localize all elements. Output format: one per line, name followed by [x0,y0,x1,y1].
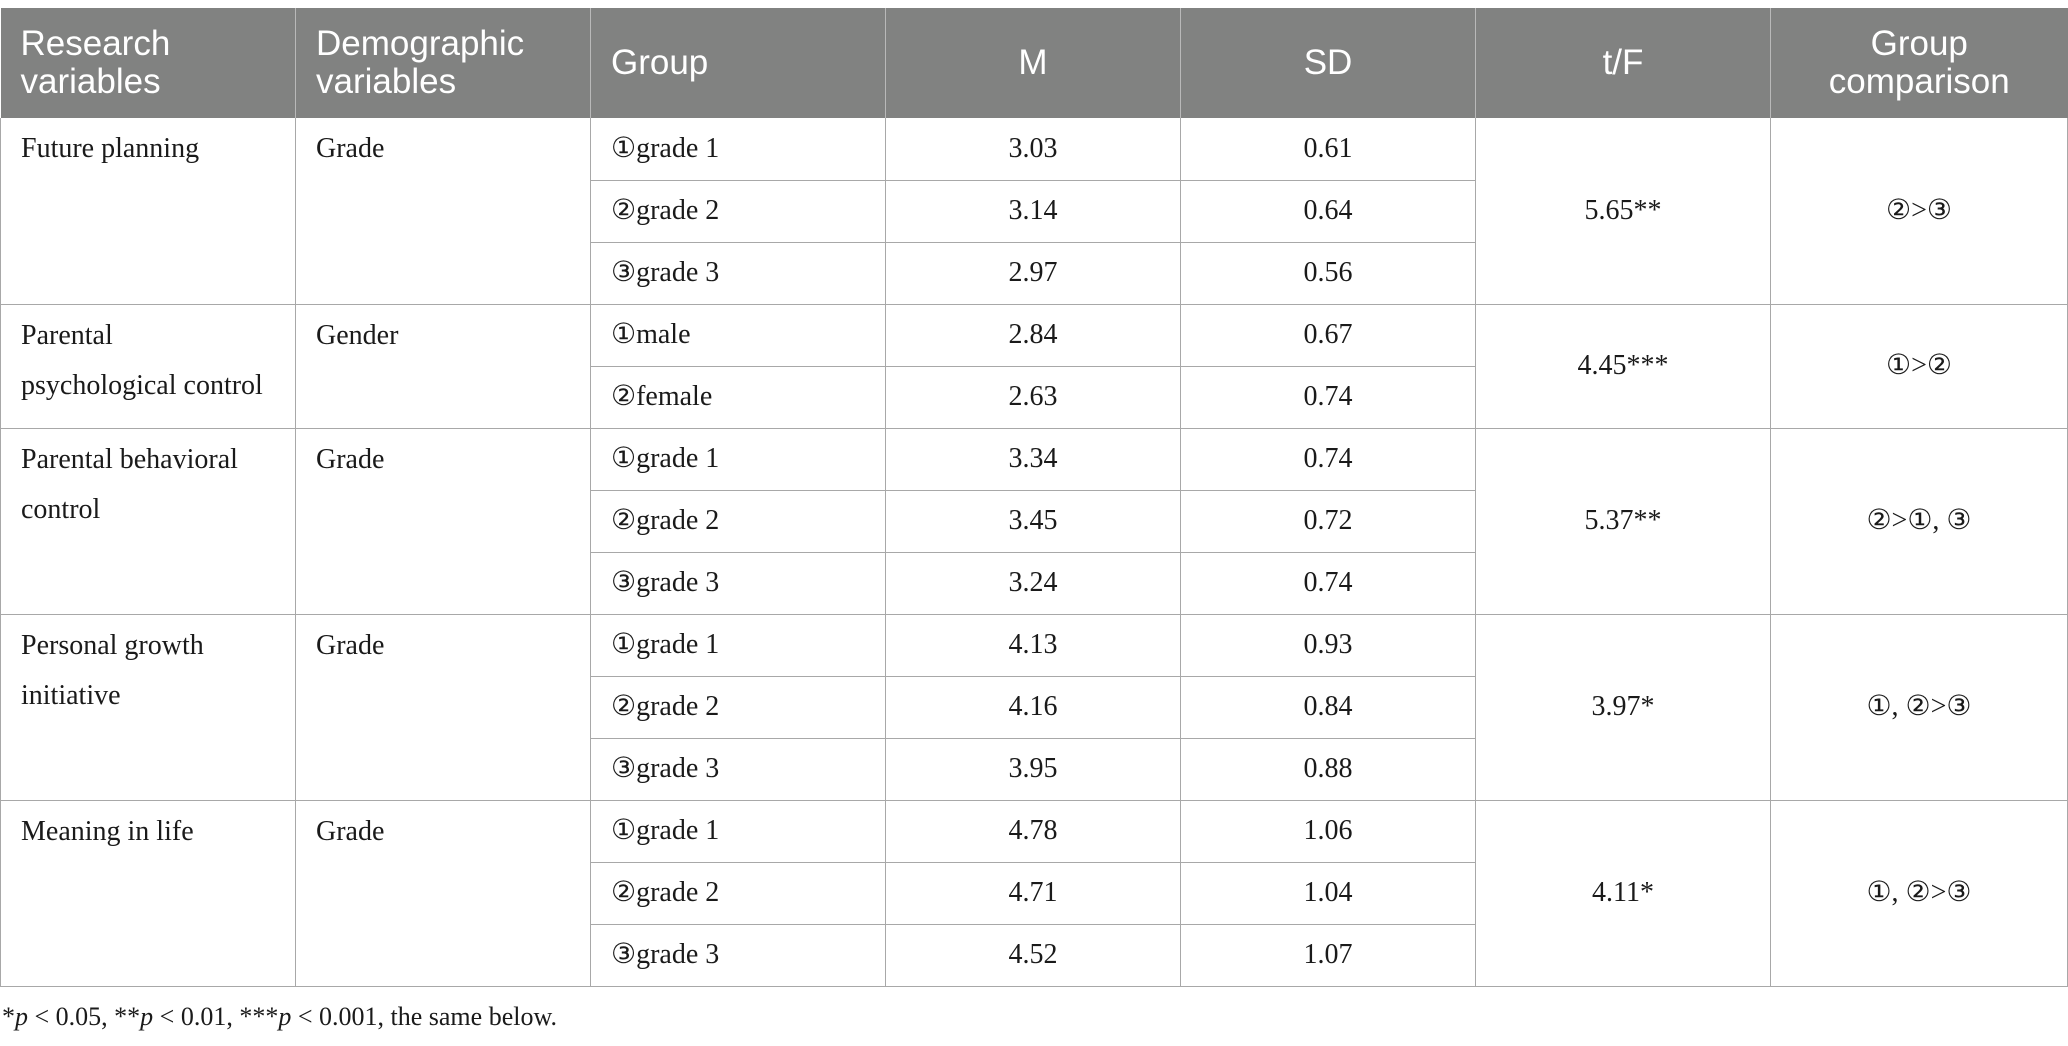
sd-cell: 0.72 [1180,489,1476,553]
results-table: Research variables Demographic variables… [0,8,2068,987]
demographic-variable-cell: Grade [295,427,591,615]
footnote-part: p [15,1002,28,1031]
table-row: Parental psychological control Gender ①mal… [0,303,2068,429]
header-research-variables: Research variables [0,8,296,118]
mean-cell: 3.03 [885,118,1181,181]
sd-cell: 1.06 [1180,799,1476,863]
sd-cell: 0.88 [1180,737,1476,801]
t-f-cell: 4.11* [1475,799,1771,987]
group-cell: ③grade 3 [590,551,886,615]
group-comparison-cell: ②>③ [1770,118,2068,305]
footnote-part: p [278,1002,292,1031]
mean-cell: 4.52 [885,923,1181,987]
table-row: Parental behavioral control Grade ①grade 1… [0,427,2068,615]
mean-cell: 4.78 [885,799,1181,863]
sd-cell: 0.74 [1180,551,1476,615]
table-header: Research variables Demographic variables… [0,8,2068,118]
t-f-cell: 5.37** [1475,427,1771,615]
header-row: Research variables Demographic variables… [0,8,2068,118]
mean-cell: 3.95 [885,737,1181,801]
demographic-variable-cell: Grade [295,118,591,305]
mean-cell: 3.14 [885,179,1181,243]
t-f-cell: 4.45*** [1475,303,1771,429]
sd-cell: 0.56 [1180,241,1476,305]
group-comparison-cell: ①, ②>③ [1770,613,2068,801]
group-cell: ①grade 1 [590,427,886,491]
sd-cell: 1.07 [1180,923,1476,987]
group-cell: ②grade 2 [590,861,886,925]
demographic-variable-cell: Grade [295,799,591,987]
mean-cell: 2.97 [885,241,1181,305]
group-cell: ②grade 2 [590,179,886,243]
research-variable-cell: Future planning [0,118,296,305]
sd-cell: 0.93 [1180,613,1476,677]
sd-cell: 1.04 [1180,861,1476,925]
table-row: Future planning Grade ①grade 1 3.03 0.61 5.65… [0,118,2068,305]
demographic-variable-cell: Gender [295,303,591,429]
group-comparison-cell: ①, ②>③ [1770,799,2068,987]
sd-cell: 0.61 [1180,118,1476,181]
t-f-cell: 5.65** [1475,118,1771,305]
mean-cell: 4.13 [885,613,1181,677]
research-variable-cell: Parental psychological control [0,303,296,429]
table-row: ②grade 2 3.45 0.72 [1,489,2068,553]
mean-cell: 3.24 [885,551,1181,615]
group-cell: ③grade 3 [590,737,886,801]
group-cell: ②grade 2 [590,489,886,553]
header-demographic-variables: Demographic variables [295,8,591,118]
footnote-part: * [2,1002,15,1031]
table-row: Meaning in life Grade ①grade 1 4.78 1.06 4.11… [0,799,2068,987]
footnote-part: < 0.01, *** [153,1002,279,1031]
group-comparison-cell: ②>①, ③ [1770,427,2068,615]
table-row: ③grade 3 4.52 1.07 [1,923,2068,987]
mean-cell: 4.16 [885,675,1181,739]
mean-cell: 2.84 [885,303,1181,367]
table-body: Future planning Grade ①grade 1 3.03 0.61 5.65… [0,118,2068,987]
group-cell: ③grade 3 [590,241,886,305]
footnote-part: p [140,1002,154,1031]
sd-cell: 0.74 [1180,427,1476,491]
research-variable-cell: Meaning in life [0,799,296,987]
header-mean: M [885,8,1181,118]
t-f-cell: 3.97* [1475,613,1771,801]
group-cell: ①grade 1 [590,118,886,181]
group-cell: ①male [590,303,886,367]
research-variable-cell: Parental behavioral control [0,427,296,615]
group-cell: ①grade 1 [590,613,886,677]
group-cell: ③grade 3 [590,923,886,987]
table-row: ③grade 3 3.24 0.74 [1,551,2068,615]
footnote-part: < 0.05, ** [28,1002,141,1031]
mean-cell: 2.63 [885,365,1181,429]
footnote-part: < 0.001, the same below. [291,1002,558,1031]
sd-cell: 0.67 [1180,303,1476,367]
research-variable-cell: Personal growth initiative [0,613,296,801]
table-footnote: *p < 0.05, **p < 0.01, ***p < 0.001, the… [2,1002,557,1032]
mean-cell: 3.34 [885,427,1181,491]
table-row: ②grade 2 4.71 1.04 [1,861,2068,925]
table-row: ②grade 2 3.14 0.64 [1,179,2068,243]
group-cell: ②female [590,365,886,429]
header-group-comparison: Group comparison [1770,8,2068,118]
table-row: ②grade 2 4.16 0.84 [1,675,2068,739]
mean-cell: 4.71 [885,861,1181,925]
sd-cell: 0.64 [1180,179,1476,243]
group-cell: ①grade 1 [590,799,886,863]
group-cell: ②grade 2 [590,675,886,739]
demographic-variable-cell: Grade [295,613,591,801]
table-row: ③grade 3 3.95 0.88 [1,737,2068,801]
sd-cell: 0.74 [1180,365,1476,429]
header-group: Group [590,8,886,118]
header-sd: SD [1180,8,1476,118]
group-comparison-cell: ①>② [1770,303,2068,429]
sd-cell: 0.84 [1180,675,1476,739]
header-t-f: t/F [1475,8,1771,118]
mean-cell: 3.45 [885,489,1181,553]
results-table-container: Research variables Demographic variables… [0,8,2068,987]
